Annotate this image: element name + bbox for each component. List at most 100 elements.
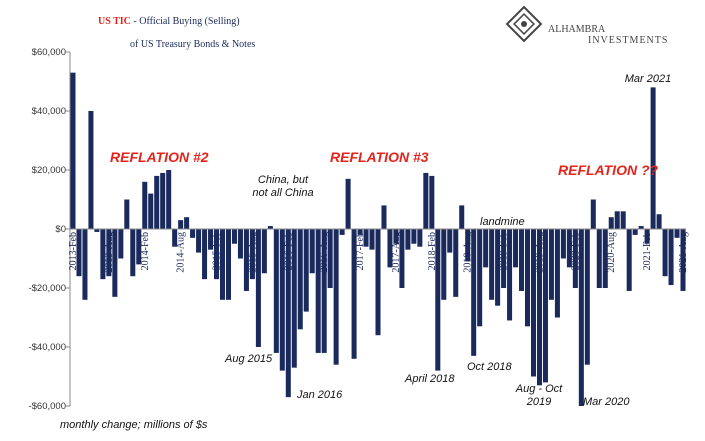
logo-sub: INVESTMENTS — [588, 35, 668, 46]
title-rest: - Official Buying (Selling) — [131, 16, 240, 27]
annotation: Mar 2020 — [583, 396, 630, 408]
bar — [393, 229, 399, 244]
bar — [267, 226, 273, 229]
footnote: monthly change; millions of $s — [60, 419, 208, 431]
chart-title-line2: of US Treasury Bonds & Notes — [130, 39, 255, 50]
annotation: Aug 2015 — [224, 353, 273, 365]
bar — [554, 229, 560, 318]
bar — [584, 229, 590, 365]
bar — [357, 229, 363, 235]
bar — [417, 229, 423, 247]
bar — [423, 172, 429, 229]
annotation: REFLATION ?? — [558, 162, 659, 178]
bar — [333, 229, 339, 365]
bar — [231, 229, 237, 244]
bar — [315, 229, 321, 353]
bar — [142, 181, 148, 229]
bar — [88, 111, 94, 229]
bar — [602, 229, 608, 288]
bar — [608, 217, 614, 229]
bar — [513, 229, 519, 268]
y-tick-label: $60,000 — [32, 47, 66, 58]
bar — [536, 229, 542, 386]
x-tick-label: 2019-Aug — [534, 232, 545, 273]
bar — [255, 229, 261, 347]
x-tick-label: 2021-Aug — [678, 232, 689, 273]
bar — [303, 229, 309, 312]
bar — [489, 229, 495, 300]
bar — [178, 220, 184, 229]
x-tick-label: 2015-Feb — [212, 232, 223, 270]
bar — [507, 229, 513, 321]
bar — [214, 229, 220, 280]
y-tick-label: -$40,000 — [28, 342, 66, 353]
bar — [208, 229, 214, 250]
bar — [525, 229, 531, 327]
bar — [626, 229, 632, 291]
bar — [172, 229, 178, 247]
bar — [124, 199, 130, 229]
bar — [243, 229, 249, 291]
logo-icon — [505, 5, 543, 43]
bar — [375, 229, 381, 336]
bar — [76, 229, 82, 277]
x-tick-label: 2017-Feb — [355, 232, 366, 270]
bar — [483, 229, 489, 268]
annotation: China, but — [258, 174, 309, 186]
bar — [351, 229, 357, 359]
annotation: Mar 2021 — [625, 73, 671, 85]
bar — [542, 229, 548, 383]
bar — [225, 229, 231, 300]
bar — [566, 229, 572, 268]
x-tick-label: 2018-Aug — [463, 232, 474, 273]
bar — [202, 229, 208, 280]
y-tick-label: -$60,000 — [28, 401, 66, 412]
bar — [519, 229, 525, 291]
bar — [662, 229, 668, 277]
bar — [184, 217, 190, 229]
x-tick-label: 2016-Feb — [283, 232, 294, 270]
annotation: REFLATION #2 — [110, 149, 209, 165]
x-tick-label: 2017-Aug — [391, 232, 402, 273]
x-tick-label: 2020-Feb — [570, 232, 581, 270]
bar — [297, 229, 303, 330]
bar — [273, 229, 279, 353]
bar — [237, 229, 243, 259]
bar — [196, 229, 202, 253]
bar — [94, 229, 100, 232]
bar — [459, 205, 465, 229]
bar — [441, 229, 447, 300]
bar — [100, 229, 106, 280]
bar — [279, 229, 285, 371]
bar — [136, 229, 142, 265]
bar — [447, 229, 453, 253]
annotation: Aug - Oct — [515, 383, 563, 395]
bar — [106, 229, 112, 277]
bar — [578, 229, 584, 406]
bar — [411, 229, 417, 244]
bar — [548, 229, 554, 300]
annotation: April 2018 — [404, 373, 455, 385]
x-tick-label: 2013-Feb — [68, 232, 79, 270]
logo: ALHAMBRA — [548, 24, 606, 35]
x-tick-label: 2014-Feb — [140, 232, 151, 270]
bar — [668, 229, 674, 286]
y-tick-label: -$20,000 — [28, 283, 66, 294]
x-tick-label: 2013-Aug — [104, 232, 115, 273]
bar — [130, 229, 136, 277]
bar — [118, 229, 124, 259]
bar — [620, 211, 626, 229]
x-tick-label: 2020-Aug — [606, 232, 617, 273]
bar — [285, 229, 291, 398]
annotation: REFLATION #3 — [330, 149, 429, 165]
bar — [261, 229, 267, 274]
bar — [345, 178, 351, 229]
bar — [453, 229, 459, 297]
bar — [680, 229, 686, 291]
bar — [560, 229, 566, 259]
y-tick-label: $0 — [55, 224, 66, 235]
bar — [309, 229, 315, 274]
title-highlight: US TIC — [98, 16, 131, 27]
bar — [650, 87, 656, 230]
bar — [166, 170, 172, 229]
